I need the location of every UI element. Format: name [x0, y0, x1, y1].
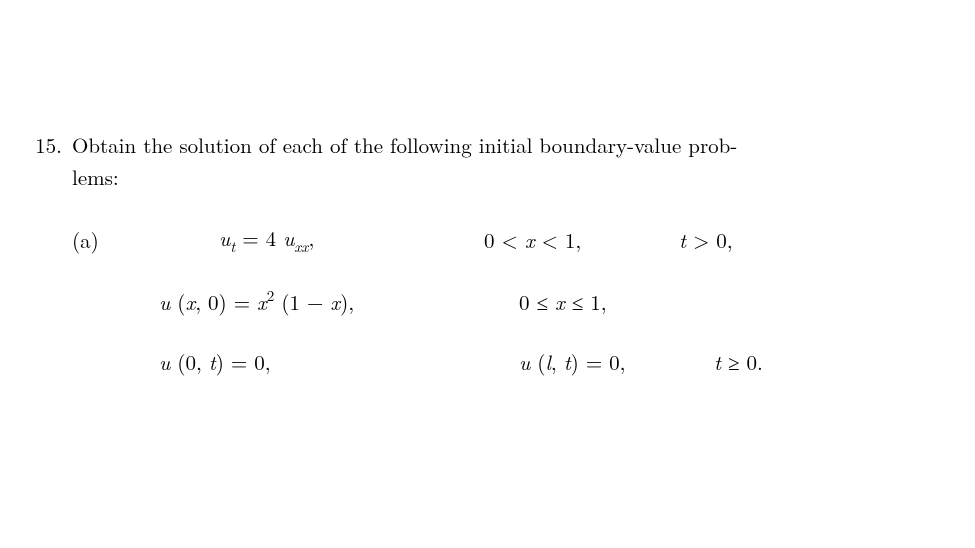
- pde-row: (a) ut = 4 uxx, 0 < x < 1, t > 0,: [72, 223, 955, 256]
- bc-left: u (0, t) = 0,: [124, 347, 519, 377]
- pde-t-domain: t > 0,: [679, 225, 733, 255]
- part-label: (a): [72, 225, 124, 255]
- bc-right: u (l, t) = 0,: [519, 347, 714, 377]
- bc-row: u (0, t) = 0, u (l, t) = 0, t ≥ 0.: [72, 347, 955, 377]
- problem-stem: Obtain the solution of each of the follo…: [72, 130, 955, 193]
- problem-number: 15.: [20, 130, 72, 162]
- part-a: (a) ut = 4 uxx, 0 < x < 1, t > 0, u (x, …: [20, 223, 955, 377]
- initial-condition: u (x, 0) = x2 (1 − x),: [124, 286, 519, 317]
- bc-domain: t ≥ 0.: [714, 347, 763, 377]
- problem-statement: 15. Obtain the solution of each of the f…: [20, 130, 955, 193]
- pde-x-domain: 0 < x < 1,: [484, 225, 679, 255]
- problem-block: 15. Obtain the solution of each of the f…: [20, 130, 955, 377]
- ic-row: u (x, 0) = x2 (1 − x), 0 ≤ x ≤ 1,: [72, 286, 955, 317]
- ic-domain: 0 ≤ x ≤ 1,: [519, 287, 714, 317]
- pde-equation: ut = 4 uxx,: [219, 223, 484, 256]
- stem-line1: Obtain the solution of each of the follo…: [72, 130, 737, 160]
- stem-line2: lems:: [72, 162, 119, 192]
